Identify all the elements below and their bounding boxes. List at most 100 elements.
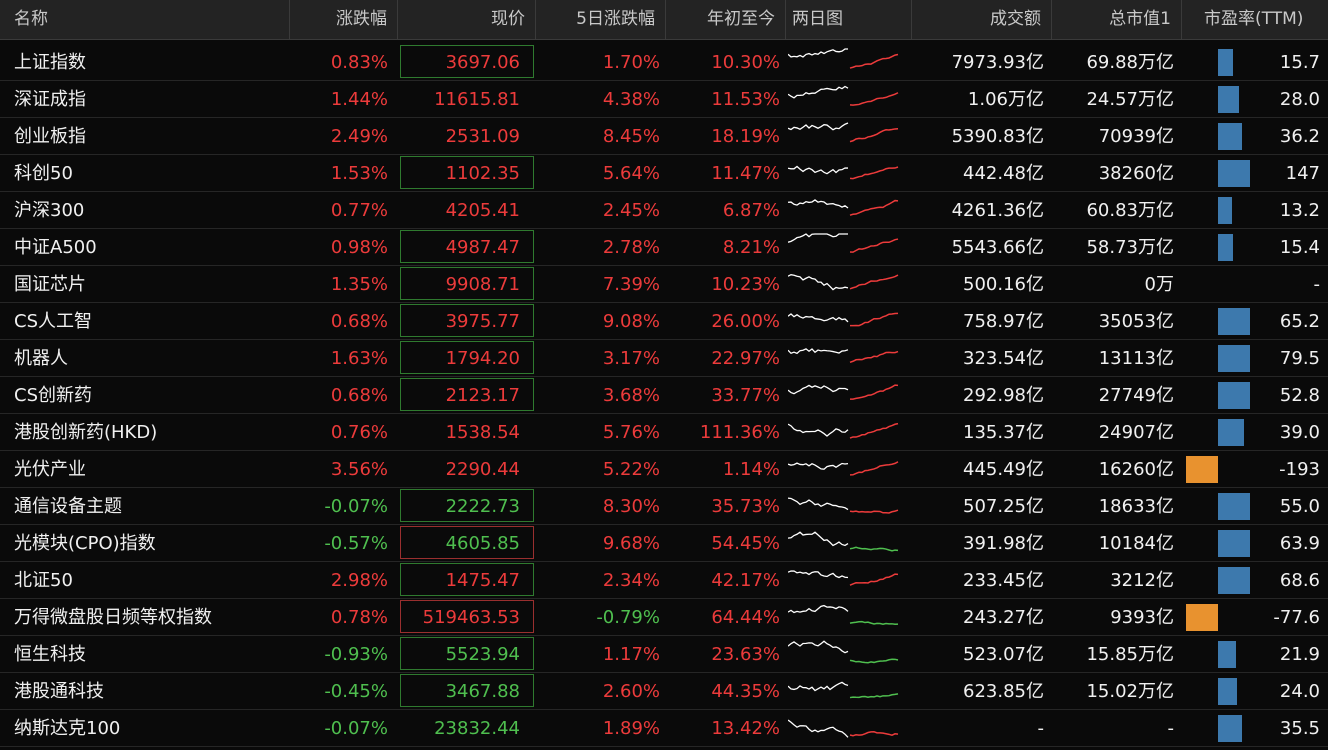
table-row[interactable]: 港股通科技 -0.45% 3467.88 2.60% 44.35% 623.85亿 15.0…: [0, 673, 1328, 710]
two-day-sparkline[interactable]: [788, 268, 910, 300]
row-ytd: 11.47%: [711, 163, 780, 184]
row-ytd: 18.19%: [711, 126, 780, 147]
header-two-day-chart[interactable]: 两日图: [786, 0, 912, 40]
table-row[interactable]: 国证芯片 1.35% 9908.71 7.39% 10.23% 500.16亿 0万 -: [0, 266, 1328, 303]
sparkline-today: [849, 312, 899, 327]
table-row[interactable]: CS人工智 0.68% 3975.77 9.08% 26.00% 758.97亿 35053…: [0, 303, 1328, 340]
table-row[interactable]: 纳斯达克100 -0.07% 23832.44 1.89% 13.42% - - 35.5: [0, 710, 1328, 747]
pe-bar-positive: [1218, 419, 1244, 446]
header-change[interactable]: 涨跌幅: [290, 0, 398, 40]
header-ytd[interactable]: 年初至今: [666, 0, 786, 40]
two-day-sparkline[interactable]: [788, 638, 910, 670]
row-name: CS创新药: [14, 385, 92, 406]
row-price: 3467.88: [445, 681, 520, 702]
two-day-sparkline[interactable]: [788, 564, 910, 596]
pe-bar-negative: [1186, 604, 1218, 631]
row-ytd: 23.63%: [711, 644, 780, 665]
table-row[interactable]: 上证指数 0.83% 3697.06 1.70% 10.30% 7973.93亿 69.88…: [0, 44, 1328, 81]
header-name[interactable]: 名称: [0, 0, 290, 40]
two-day-sparkline[interactable]: [788, 490, 910, 522]
row-change: 0.78%: [330, 607, 388, 628]
table-row[interactable]: 港股创新药(HKD) 0.76% 1538.54 5.76% 111.36% 135.37…: [0, 414, 1328, 451]
sparkline-today: [849, 620, 899, 625]
row-turnover: 500.16亿: [963, 274, 1044, 295]
row-ytd: 44.35%: [711, 681, 780, 702]
sparkline-today: [849, 166, 899, 180]
pe-bar-positive: [1218, 641, 1236, 668]
sparkline-previous-day: [788, 199, 849, 209]
row-ytd: 54.45%: [711, 533, 780, 554]
row-change: 0.77%: [330, 200, 388, 221]
row-ytd: 33.77%: [711, 385, 780, 406]
row-price: 1102.35: [445, 163, 520, 184]
sparkline-previous-day: [788, 122, 849, 131]
row-turnover: 5390.83亿: [951, 126, 1044, 147]
table-row[interactable]: 万得微盘股日频等权指数 0.78% 519463.53 -0.79% 64.44% 243…: [0, 599, 1328, 636]
sparkline-previous-day: [788, 531, 849, 547]
header-five-day-change[interactable]: 5日涨跌幅: [536, 0, 666, 40]
pe-bar-positive: [1218, 86, 1239, 113]
row-five-day-change: 1.70%: [602, 52, 660, 73]
table-header: 名称 涨跌幅 现价 5日涨跌幅 年初至今 两日图 成交额 总市值1 市盈率(TT…: [0, 0, 1328, 40]
row-change: -0.45%: [324, 681, 388, 702]
table-row[interactable]: 机器人 1.63% 1794.20 3.17% 22.97% 323.54亿 13113亿 7…: [0, 340, 1328, 377]
table-row[interactable]: 科创50 1.53% 1102.35 5.64% 11.47% 442.48亿 38260亿…: [0, 155, 1328, 192]
row-name: 上证指数: [14, 52, 86, 73]
two-day-sparkline[interactable]: [788, 342, 910, 374]
row-turnover: 4261.36亿: [951, 200, 1044, 221]
sparkline-today: [849, 238, 899, 253]
row-price: 2531.09: [445, 126, 520, 147]
price-highlight-box: [400, 156, 534, 189]
price-highlight-box: [400, 526, 534, 559]
sparkline-previous-day: [788, 681, 849, 692]
header-pe-ttm[interactable]: 市盈率(TTM): [1204, 9, 1304, 29]
table-row[interactable]: 恒生科技 -0.93% 5523.94 1.17% 23.63% 523.07亿 15.85…: [0, 636, 1328, 673]
row-ytd: 111.36%: [699, 422, 780, 443]
row-five-day-change: 3.68%: [602, 385, 660, 406]
row-price: 2123.17: [445, 385, 520, 406]
row-five-day-change: 9.08%: [602, 311, 660, 332]
two-day-sparkline[interactable]: [788, 46, 910, 78]
two-day-sparkline[interactable]: [788, 157, 910, 189]
two-day-sparkline[interactable]: [788, 379, 910, 411]
two-day-sparkline[interactable]: [788, 194, 910, 226]
price-highlight-box: [400, 341, 534, 374]
header-price[interactable]: 现价: [398, 0, 536, 40]
two-day-sparkline[interactable]: [788, 416, 910, 448]
two-day-sparkline[interactable]: [788, 305, 910, 337]
two-day-sparkline[interactable]: [788, 120, 910, 152]
two-day-sparkline[interactable]: [788, 712, 910, 744]
table-row[interactable]: 通信设备主题 -0.07% 2222.73 8.30% 35.73% 507.25亿 186…: [0, 488, 1328, 525]
row-five-day-change: 5.64%: [602, 163, 660, 184]
two-day-sparkline[interactable]: [788, 83, 910, 115]
row-turnover: 442.48亿: [963, 163, 1044, 184]
row-five-day-change: 1.17%: [602, 644, 660, 665]
header-market-cap[interactable]: 总市值1: [1052, 0, 1182, 40]
header-turnover[interactable]: 成交额: [912, 0, 1052, 40]
row-ytd: 42.17%: [711, 570, 780, 591]
row-turnover: 5543.66亿: [951, 237, 1044, 258]
table-row[interactable]: 中证A500 0.98% 4987.47 2.78% 8.21% 5543.66亿 58.7…: [0, 229, 1328, 266]
row-ytd: 64.44%: [711, 607, 780, 628]
table-row[interactable]: 沪深300 0.77% 4205.41 2.45% 6.87% 4261.36亿 60.83…: [0, 192, 1328, 229]
table-row[interactable]: 北证50 2.98% 1475.47 2.34% 42.17% 233.45亿 3212亿 6…: [0, 562, 1328, 599]
table-row[interactable]: 光模块(CPO)指数 -0.57% 4605.85 9.68% 54.45% 391.98…: [0, 525, 1328, 562]
row-turnover: 243.27亿: [963, 607, 1044, 628]
two-day-sparkline[interactable]: [788, 675, 910, 707]
table-row[interactable]: 光伏产业 3.56% 2290.44 5.22% 1.14% 445.49亿 16260亿 -…: [0, 451, 1328, 488]
sparkline-previous-day: [788, 85, 849, 99]
two-day-sparkline[interactable]: [788, 453, 910, 485]
sparkline-today: [849, 199, 899, 216]
row-five-day-change: 5.22%: [602, 459, 660, 480]
table-row[interactable]: 创业板指 2.49% 2531.09 8.45% 18.19% 5390.83亿 70939…: [0, 118, 1328, 155]
row-name: 通信设备主题: [14, 496, 122, 517]
row-pe-ttm: -: [1313, 274, 1321, 295]
two-day-sparkline[interactable]: [788, 231, 910, 263]
two-day-sparkline[interactable]: [788, 527, 910, 559]
row-five-day-change: 2.60%: [602, 681, 660, 702]
table-row[interactable]: 深证成指 1.44% 11615.81 4.38% 11.53% 1.06万亿 24.57万…: [0, 81, 1328, 118]
sparkline-previous-day: [788, 348, 849, 355]
pe-bar-positive: [1218, 715, 1242, 742]
two-day-sparkline[interactable]: [788, 601, 910, 633]
table-row[interactable]: CS创新药 0.68% 2123.17 3.68% 33.77% 292.98亿 27749…: [0, 377, 1328, 414]
